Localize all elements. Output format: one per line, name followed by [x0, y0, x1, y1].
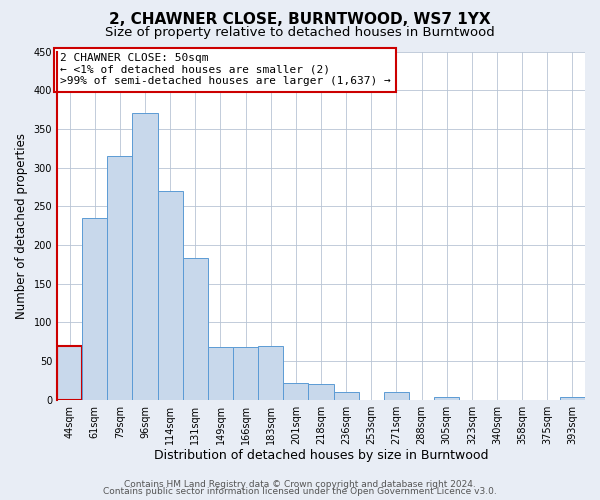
Bar: [283, 382, 308, 400]
Bar: [308, 384, 334, 400]
Bar: [334, 392, 359, 400]
Bar: [158, 191, 183, 400]
Bar: [233, 347, 258, 400]
Text: Size of property relative to detached houses in Burntwood: Size of property relative to detached ho…: [105, 26, 495, 39]
Text: Contains HM Land Registry data © Crown copyright and database right 2024.: Contains HM Land Registry data © Crown c…: [124, 480, 476, 489]
Text: 2 CHAWNER CLOSE: 50sqm
← <1% of detached houses are smaller (2)
>99% of semi-det: 2 CHAWNER CLOSE: 50sqm ← <1% of detached…: [59, 53, 391, 86]
Bar: [82, 218, 107, 400]
Bar: [434, 398, 459, 400]
Bar: [57, 346, 82, 400]
Bar: [384, 392, 409, 400]
Text: 2, CHAWNER CLOSE, BURNTWOOD, WS7 1YX: 2, CHAWNER CLOSE, BURNTWOOD, WS7 1YX: [109, 12, 491, 28]
Bar: [258, 346, 283, 400]
Bar: [183, 258, 208, 400]
X-axis label: Distribution of detached houses by size in Burntwood: Distribution of detached houses by size …: [154, 450, 488, 462]
Text: Contains public sector information licensed under the Open Government Licence v3: Contains public sector information licen…: [103, 487, 497, 496]
Bar: [208, 347, 233, 400]
Bar: [107, 156, 133, 400]
Y-axis label: Number of detached properties: Number of detached properties: [15, 132, 28, 318]
Bar: [560, 396, 585, 400]
Bar: [133, 114, 158, 400]
